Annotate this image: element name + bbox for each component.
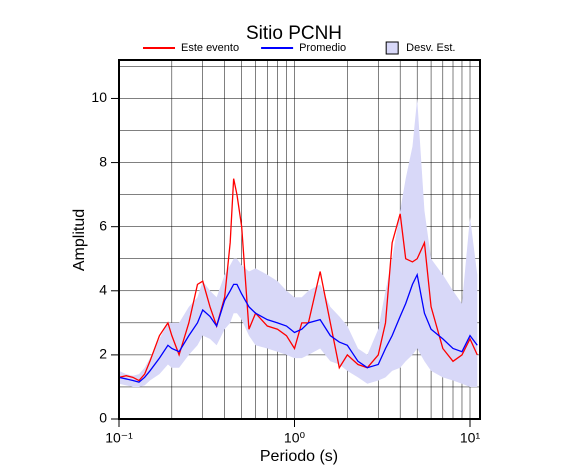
y-tick-label: 8 — [99, 153, 107, 169]
chart-title: Sitio PCNH — [246, 23, 342, 44]
plot-frame — [118, 59, 481, 420]
legend-label: Desv. Est. — [406, 42, 455, 54]
y-tick-label: 10 — [91, 89, 107, 105]
x-axis-label: Periodo (s) — [260, 448, 338, 465]
plot-area — [118, 60, 480, 420]
y-tick-label: 2 — [99, 346, 107, 362]
legend: Este evento Promedio Desv. Est. — [143, 41, 455, 55]
y-tick-label: 6 — [99, 217, 107, 233]
y-tick-label: 0 — [99, 410, 107, 426]
std-band — [119, 98, 478, 387]
series-line — [118, 272, 478, 383]
y-axis-label: Amplitud — [71, 209, 88, 271]
x-tick-label: 10⁰ — [284, 430, 306, 446]
legend-label: Promedio — [299, 42, 346, 54]
y-tick-label: 4 — [99, 281, 107, 297]
x-tick-label: 10⁻¹ — [105, 430, 133, 446]
series-line — [118, 178, 478, 382]
legend-label: Este evento — [181, 42, 239, 54]
legend-swatch — [385, 41, 399, 55]
x-tick-label: 10¹ — [460, 430, 481, 446]
